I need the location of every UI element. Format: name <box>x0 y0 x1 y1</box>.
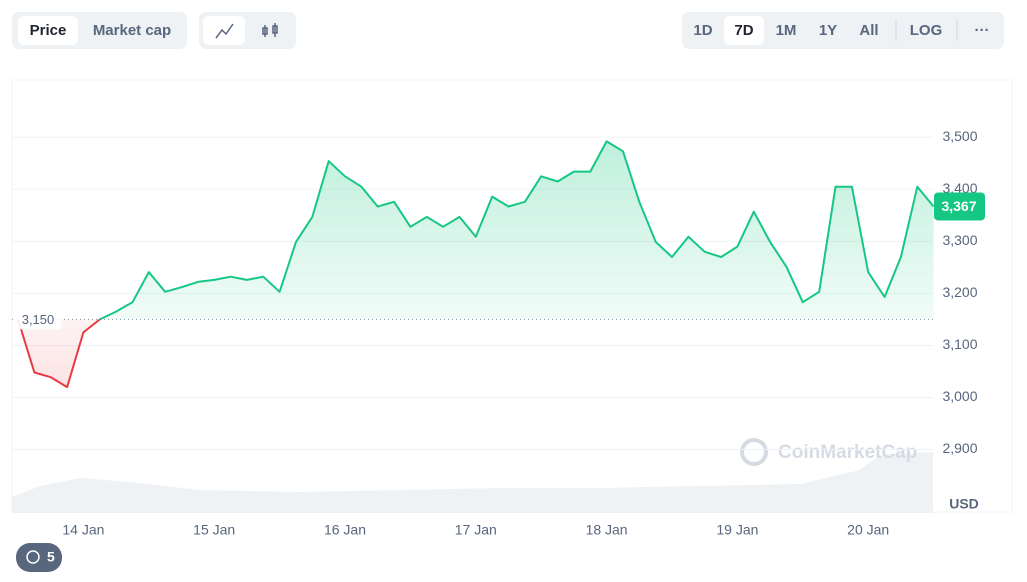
x-axis <box>12 512 933 513</box>
last-price-bg <box>934 192 985 221</box>
x-tick-label: 16 Jan <box>324 522 366 538</box>
tab-active-bg <box>18 16 78 45</box>
x-tick-label: 18 Jan <box>586 522 628 538</box>
x-tick-label: 14 Jan <box>62 522 104 538</box>
area-fill <box>18 141 934 388</box>
line-icon <box>215 23 234 39</box>
tab[interactable]: Market cap <box>93 22 171 39</box>
price-line <box>17 140 935 389</box>
y-tick-label: 3,300 <box>942 232 977 248</box>
range-active-bg <box>724 16 764 45</box>
more-button[interactable]: ··· <box>975 22 990 39</box>
log-button[interactable]: LOG <box>910 22 943 39</box>
y-tick-label: 3,000 <box>942 388 977 404</box>
candle-icon[interactable] <box>262 23 278 37</box>
x-tick-label: 19 Jan <box>716 522 758 538</box>
x-tick-label: 17 Jan <box>455 522 497 538</box>
y-tick-label: 3,200 <box>942 284 977 300</box>
y-tick-label: 3,100 <box>942 336 977 352</box>
y-unit: USD <box>949 496 979 512</box>
history-icon <box>26 550 40 564</box>
y-tick-label: 2,900 <box>942 440 977 456</box>
y-tick-label: 3,400 <box>942 180 977 196</box>
x-tick-label: 15 Jan <box>193 522 235 538</box>
range-button[interactable]: 7D <box>734 22 753 39</box>
watermark: CoinMarketCap <box>778 442 917 463</box>
x-tick-label: 20 Jan <box>847 522 889 538</box>
last-price-label: 3,367 <box>941 198 976 214</box>
watermark-logo <box>740 438 768 466</box>
line-type-button[interactable] <box>203 16 245 45</box>
baseline-label: 3,150 <box>22 312 55 327</box>
volume-area <box>12 452 933 512</box>
y-tick-label: 3,500 <box>942 128 977 144</box>
range-button[interactable]: 1Y <box>819 22 837 39</box>
range-button[interactable]: All <box>859 22 878 39</box>
range-button[interactable]: 1D <box>693 22 712 39</box>
range-button[interactable]: 1M <box>776 22 797 39</box>
badge-count: 5 <box>47 549 55 565</box>
baseline-label-bg <box>15 309 61 330</box>
tab[interactable]: Price <box>30 22 67 39</box>
